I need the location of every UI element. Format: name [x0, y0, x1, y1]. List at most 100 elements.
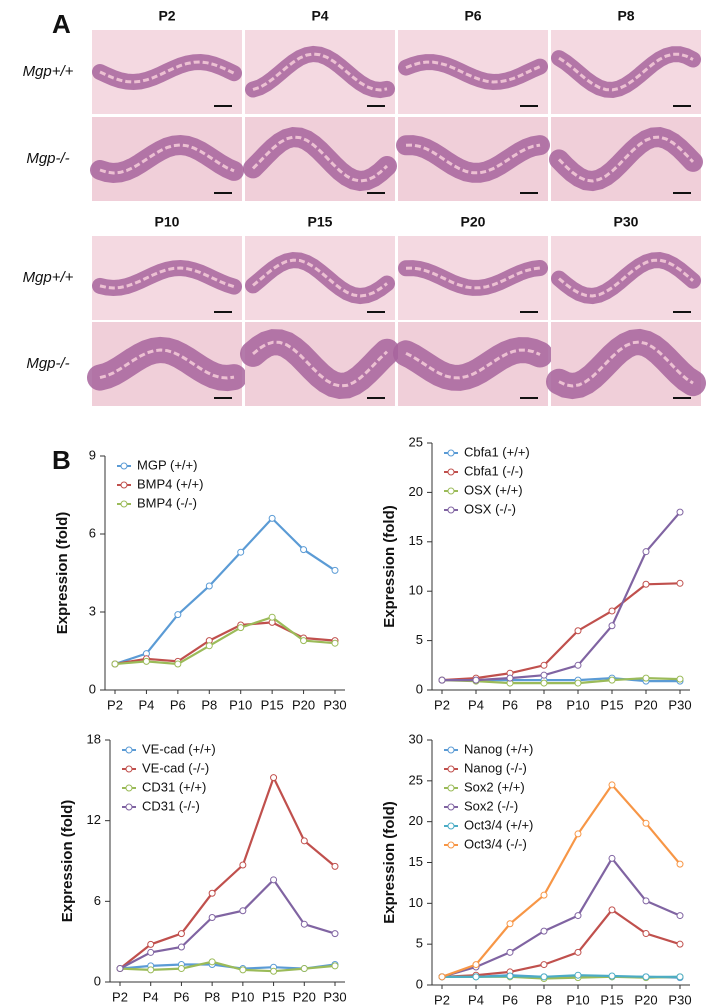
x-tick-label: P10 — [231, 989, 254, 1004]
x-tick-label: P30 — [323, 989, 346, 1004]
x-tick-label: P20 — [293, 989, 316, 1004]
data-point — [540, 891, 548, 899]
x-tick-label: P8 — [201, 697, 217, 712]
data-point — [642, 548, 650, 556]
data-point — [506, 948, 514, 956]
x-tick-label: P30 — [668, 992, 691, 1007]
legend-marker — [447, 784, 455, 792]
timepoint-label: P15 — [308, 214, 333, 230]
y-tick-label: 5 — [416, 632, 423, 647]
data-point — [540, 973, 548, 981]
y-tick-label: 9 — [89, 447, 96, 462]
x-tick-label: P10 — [566, 697, 589, 712]
x-tick-label: P10 — [229, 697, 252, 712]
data-point — [331, 962, 339, 970]
legend-label: OSX (-/-) — [464, 501, 516, 516]
legend-marker — [447, 487, 455, 495]
y-tick-label: 15 — [409, 854, 423, 869]
data-point — [642, 674, 650, 682]
data-point — [208, 913, 216, 921]
y-tick-label: 3 — [89, 603, 96, 618]
data-point — [270, 774, 278, 782]
data-point — [540, 927, 548, 935]
timepoint-label: P2 — [158, 8, 175, 24]
genotype-label: Mgp-/- — [26, 355, 69, 372]
vessel-lumen — [405, 60, 541, 84]
vessel-lumen — [558, 258, 694, 298]
y-tick-label: 0 — [416, 976, 423, 991]
data-point — [147, 966, 155, 974]
data-point — [174, 660, 182, 668]
x-tick-label: P20 — [292, 697, 315, 712]
data-point — [506, 674, 514, 682]
y-tick-label: 25 — [409, 434, 423, 449]
data-point — [177, 943, 185, 951]
x-tick-label: P20 — [634, 992, 657, 1007]
x-tick-label: P2 — [112, 989, 128, 1004]
genotype-label: Mgp+/+ — [23, 63, 74, 80]
legend-label: Cbfa1 (+/+) — [464, 444, 530, 459]
y-tick-label: 30 — [409, 731, 423, 746]
x-tick-label: P6 — [170, 697, 186, 712]
data-point — [147, 948, 155, 956]
genotype-label: Mgp-/- — [26, 150, 69, 167]
y-tick-label: 0 — [89, 681, 96, 696]
vessel-lumen — [405, 143, 541, 175]
data-point — [608, 781, 616, 789]
vessel-lumen — [558, 340, 694, 388]
series-line — [119, 960, 336, 973]
data-point — [642, 819, 650, 827]
x-tick-label: P15 — [600, 697, 623, 712]
vessel-lumen — [405, 348, 541, 380]
series-line — [441, 908, 681, 978]
data-point — [574, 948, 582, 956]
series-line — [442, 511, 681, 682]
x-tick-label: P8 — [536, 992, 552, 1007]
data-point — [642, 930, 650, 938]
legend-marker — [447, 803, 455, 811]
data-point — [438, 676, 446, 684]
histology-image — [245, 30, 395, 114]
data-point — [472, 973, 480, 981]
vessel-lumen — [557, 135, 695, 183]
legend-marker — [447, 468, 455, 476]
panel-label: A — [52, 9, 71, 39]
x-tick-label: P15 — [262, 989, 285, 1004]
vessel-lumen — [99, 60, 235, 84]
data-point — [205, 642, 213, 650]
y-tick-label: 6 — [94, 893, 101, 908]
y-axis-label: Expression (fold) — [59, 800, 76, 923]
x-tick-label: P2 — [434, 992, 450, 1007]
legend-marker — [120, 462, 128, 470]
data-point — [177, 965, 185, 973]
data-point — [142, 657, 150, 665]
y-axis-label: Expression (fold) — [54, 512, 71, 635]
legend-label: VE-cad (-/-) — [142, 760, 209, 775]
x-tick-label: P6 — [502, 992, 518, 1007]
x-tick-label: P6 — [173, 989, 189, 1004]
data-point — [300, 546, 308, 554]
data-point — [676, 973, 684, 981]
data-point — [506, 972, 514, 980]
legend-label: BMP4 (+/+) — [137, 476, 203, 491]
x-tick-label: P20 — [634, 697, 657, 712]
x-tick-label: P6 — [502, 697, 518, 712]
y-tick-label: 0 — [416, 681, 423, 696]
x-tick-label: P4 — [143, 989, 159, 1004]
x-tick-label: P10 — [566, 992, 589, 1007]
data-point — [506, 920, 514, 928]
data-point — [147, 940, 155, 948]
data-point — [676, 579, 684, 587]
legend-marker — [447, 765, 455, 773]
series-line — [114, 615, 336, 666]
y-tick-label: 12 — [87, 812, 101, 827]
x-tick-label: P30 — [668, 697, 691, 712]
legend-label: Nanog (-/-) — [464, 760, 527, 775]
data-point — [205, 582, 213, 590]
genotype-label: Mgp+/+ — [23, 269, 74, 286]
data-point — [574, 679, 582, 687]
y-axis-label: Expression (fold) — [381, 801, 398, 924]
data-point — [472, 676, 480, 684]
data-point — [574, 627, 582, 635]
data-point — [174, 611, 182, 619]
